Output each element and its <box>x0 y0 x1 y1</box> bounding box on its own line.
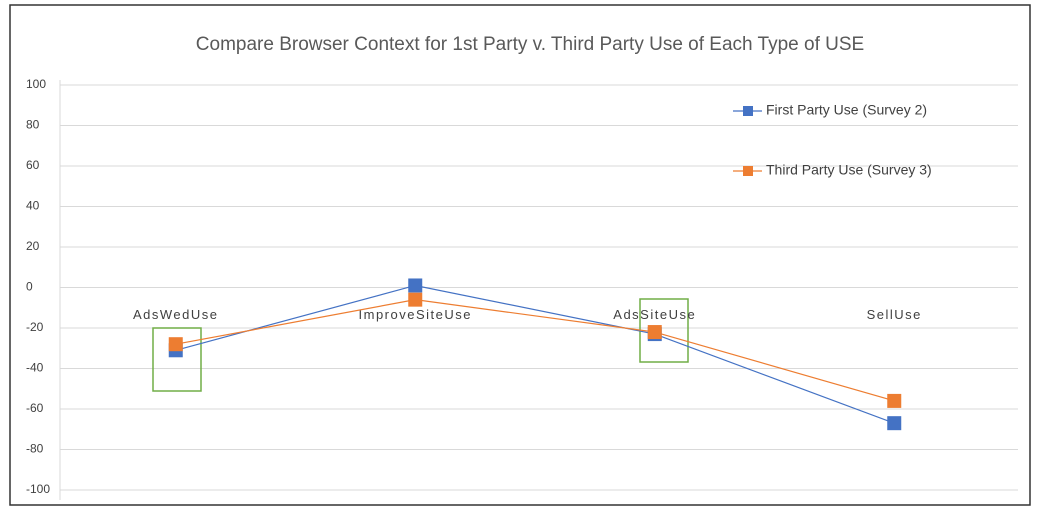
x-tick-label: ImproveSiteUse <box>359 307 472 322</box>
series-line <box>175 284 895 424</box>
x-tick-label: SellUse <box>867 307 922 322</box>
highlight-box <box>152 327 202 392</box>
data-marker <box>887 416 902 431</box>
y-tick-label: 40 <box>26 199 40 213</box>
chart-title: Compare Browser Context for 1st Party v.… <box>196 34 864 55</box>
y-tick-label: -40 <box>26 361 44 375</box>
y-tick-label: -100 <box>26 482 50 496</box>
data-marker <box>887 393 902 408</box>
data-marker <box>408 292 423 307</box>
legend-label: Third Party Use (Survey 3) <box>766 162 932 178</box>
series-line <box>175 299 895 402</box>
x-tick-label: AdsWedUse <box>133 307 219 322</box>
y-tick-label: 20 <box>26 239 40 253</box>
y-tick-label: 60 <box>26 158 40 172</box>
y-tick-label: -20 <box>26 320 44 334</box>
y-tick-label: 0 <box>26 280 33 294</box>
x-tick-label: AdsSiteUse <box>613 307 696 322</box>
y-tick-label: 100 <box>26 77 46 91</box>
data-marker <box>647 325 662 340</box>
y-tick-label: -60 <box>26 401 44 415</box>
legend-label: First Party Use (Survey 2) <box>766 102 927 118</box>
legend-marker <box>743 106 753 116</box>
y-tick-label: -80 <box>26 442 44 456</box>
data-marker <box>408 278 423 293</box>
data-marker <box>168 337 183 352</box>
legend-marker <box>743 166 753 176</box>
y-tick-label: 80 <box>26 118 40 132</box>
chart-border <box>9 4 1031 506</box>
